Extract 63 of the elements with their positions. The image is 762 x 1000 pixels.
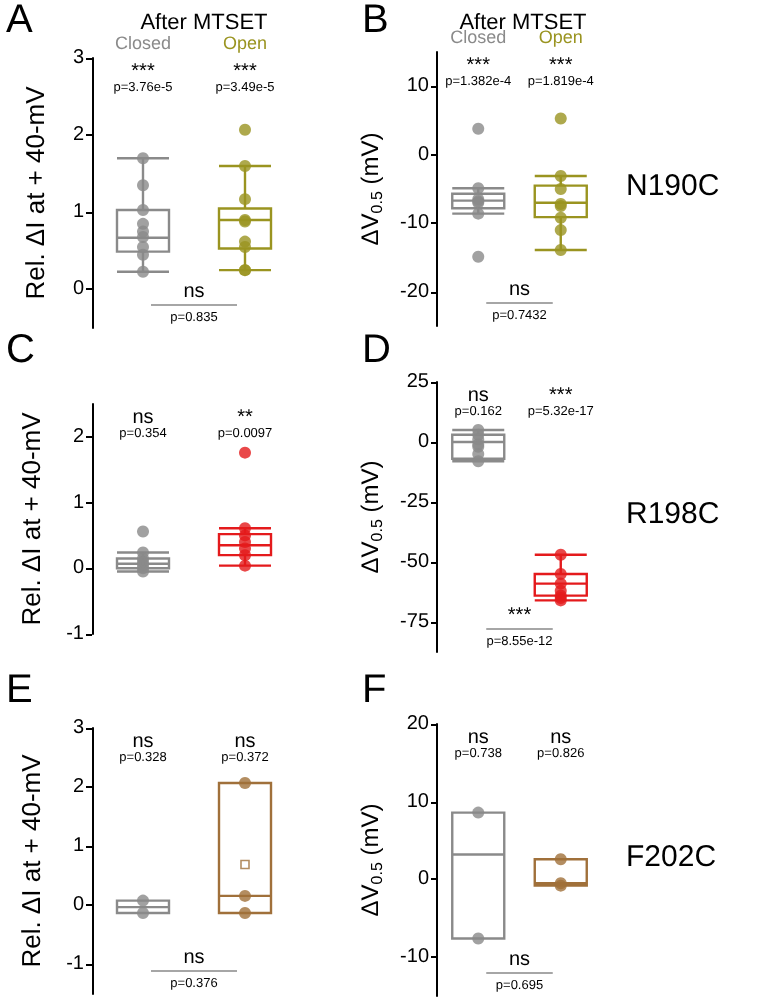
annotation: ** (237, 407, 253, 429)
x-tick-label: Open (222, 33, 268, 53)
y-tick-label: 1 (72, 201, 85, 224)
annotation: *** (131, 61, 155, 83)
y-tick-label: 0 (72, 894, 85, 917)
annotation: *** (549, 55, 573, 77)
text: C (6, 328, 35, 372)
annotation: ns (183, 281, 205, 303)
y-tick-label: 10 (406, 790, 430, 813)
text: F202C (626, 840, 717, 874)
y-axis-title: Rel. ΔI at + 40-mV (20, 85, 50, 300)
annotation: ns (132, 407, 154, 429)
y-axis-title: ΔV0.5 (mV) (356, 132, 386, 246)
y-axis-title: ΔV0.5 (mV) (356, 803, 386, 917)
text: E (6, 668, 33, 712)
annotation: ns (467, 385, 489, 407)
annotation: ns (550, 727, 572, 749)
annotation: ns (183, 947, 205, 969)
y-tick-label: 3 (72, 47, 85, 69)
y-tick-label: -10 (400, 212, 430, 235)
x-tick-label: Closed (114, 33, 172, 53)
y-tick-label: -10 (400, 946, 430, 969)
y-tick-label: 10 (406, 75, 430, 98)
text: B (362, 0, 389, 42)
y-tick-label: -1 (66, 623, 85, 645)
y-tick-label: 0 (72, 557, 85, 580)
y-tick-label: 25 (406, 371, 430, 393)
x-tick-label: Open (538, 27, 583, 47)
annotation: *** (507, 605, 532, 627)
y-tick-label: 1 (72, 491, 85, 514)
y-tick-label: 0 (417, 431, 430, 453)
annotation: ns (132, 731, 154, 753)
annotation: ns (467, 727, 489, 749)
y-tick-label: 2 (72, 425, 85, 448)
y-tick-label: -50 (400, 551, 430, 573)
y-tick-label: -1 (66, 953, 85, 976)
annotation: ns (508, 949, 531, 971)
y-tick-label: 1 (72, 835, 85, 858)
annotation: ns (234, 731, 256, 753)
text: N190C (626, 169, 720, 203)
y-tick-label: 20 (406, 713, 430, 735)
y-axis-title: Rel. ΔI at + 40-mV (16, 411, 47, 626)
text: A (6, 0, 34, 42)
annotation: *** (233, 61, 257, 83)
y-tick-label: 0 (417, 143, 430, 166)
chart-title: After MTSET (140, 11, 269, 35)
y-tick-label: 0 (72, 278, 85, 301)
text: F (362, 668, 387, 712)
y-tick-label: -75 (400, 611, 430, 633)
y-tick-label: -25 (400, 491, 430, 513)
y-tick-label: 0 (417, 868, 430, 891)
annotation: *** (466, 55, 491, 77)
y-tick-label: 3 (72, 717, 85, 739)
y-tick-label: 2 (72, 124, 85, 147)
annotation: *** (549, 385, 573, 407)
annotation: ns (508, 279, 531, 301)
x-tick-label: Closed (450, 27, 507, 47)
y-axis-title: Rel. ΔI at + 40-mV (16, 753, 47, 968)
y-tick-label: -20 (400, 280, 430, 303)
y-axis-title: ΔV0.5 (mV) (356, 460, 386, 574)
y-tick-label: 2 (72, 776, 85, 799)
text: D (362, 328, 391, 372)
text: R198C (626, 497, 720, 531)
